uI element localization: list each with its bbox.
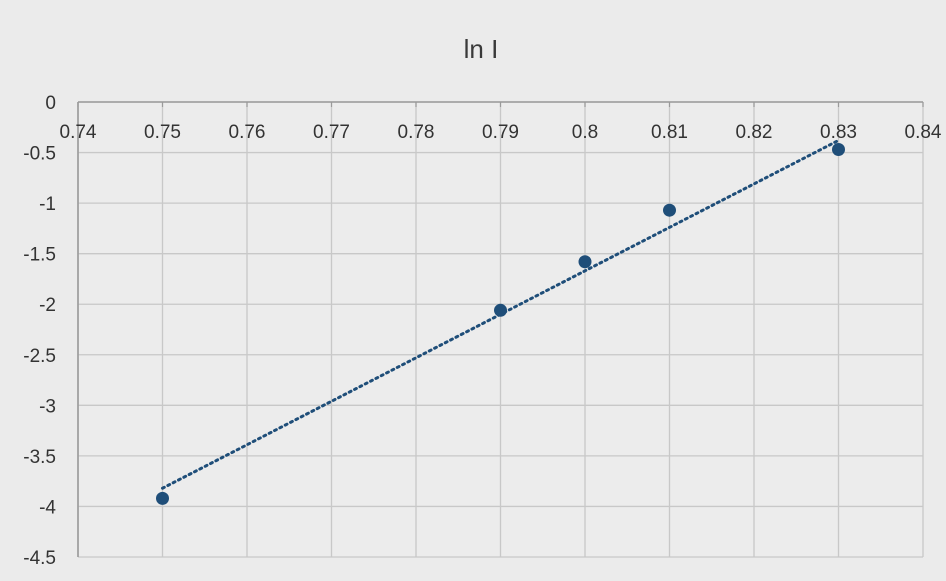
x-tick-label: 0.74 bbox=[60, 122, 97, 143]
x-tick-label: 0.75 bbox=[144, 122, 181, 143]
chart-title: ln I bbox=[464, 34, 499, 64]
y-tick-label: -3.5 bbox=[23, 447, 56, 468]
x-tick-label: 0.84 bbox=[905, 122, 942, 143]
x-tick-label: 0.79 bbox=[482, 122, 519, 143]
x-tick-label: 0.76 bbox=[229, 122, 266, 143]
x-tick-labels: 0.74 0.75 0.76 0.77 0.78 0.79 0.8 0.81 0.82 0.83 0… bbox=[60, 122, 942, 143]
y-tick-label: -4 bbox=[39, 497, 56, 518]
grid-layer bbox=[77, 101, 924, 558]
y-tick-label: -3 bbox=[39, 396, 56, 417]
data-point bbox=[832, 143, 845, 157]
y-tick-label: -2.5 bbox=[23, 346, 56, 367]
x-tick-label: 0.8 bbox=[572, 122, 598, 143]
axis-layer bbox=[77, 101, 924, 557]
x-tick-label: 0.78 bbox=[398, 122, 435, 143]
y-tick-label: -2 bbox=[39, 295, 56, 316]
data-point bbox=[156, 491, 169, 505]
data-points-layer bbox=[156, 143, 845, 505]
x-tick-label: 0.77 bbox=[313, 122, 350, 143]
data-point bbox=[578, 255, 592, 269]
x-tick-label: 0.81 bbox=[651, 122, 688, 143]
x-tick-label: 0.83 bbox=[820, 122, 857, 143]
data-point bbox=[494, 303, 507, 317]
data-point bbox=[663, 203, 676, 217]
y-tick-label: -1 bbox=[39, 194, 56, 215]
y-tick-label: -4.5 bbox=[23, 548, 56, 569]
y-tick-label: -0.5 bbox=[23, 144, 56, 165]
y-tick-labels: 0 -0.5 -1 -1.5 -2 -2.5 -3 -3.5 -4 -4.5 bbox=[23, 93, 56, 569]
y-tick-label: -1.5 bbox=[23, 245, 56, 266]
y-tick-label: 0 bbox=[45, 93, 56, 114]
x-tick-label: 0.82 bbox=[736, 122, 773, 143]
